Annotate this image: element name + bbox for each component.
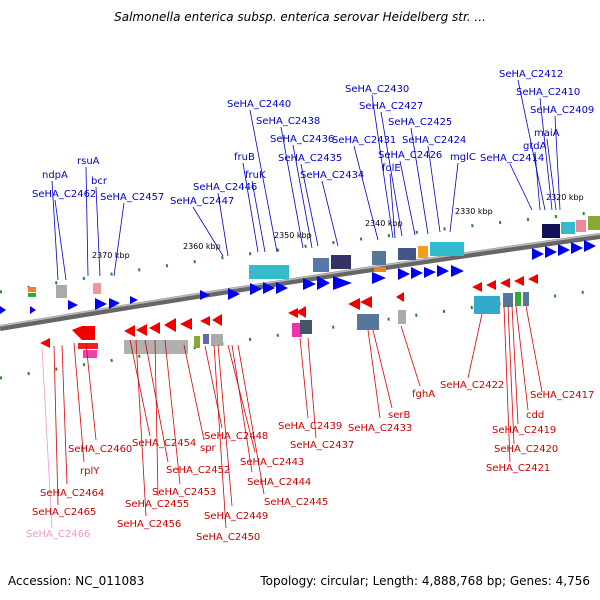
gene-label-SeHA_C2454[interactable]: SeHA_C2454	[132, 438, 196, 449]
reverse-tick-row	[0, 288, 600, 380]
gene-label-fruB[interactable]: fruB	[234, 152, 255, 163]
reverse-strand-genes[interactable]	[40, 274, 538, 358]
gene-label-rplY[interactable]: rplY	[80, 466, 100, 477]
scale-tick-2340: 2340 kbp	[365, 219, 403, 228]
gene-label-SeHA_C2414[interactable]: SeHA_C2414	[480, 153, 544, 164]
forward-strand-genes[interactable]	[0, 216, 600, 314]
gene-label-SeHA_C2438[interactable]: SeHA_C2438	[256, 116, 320, 127]
scale-tick-2370: 2370 kbp	[92, 251, 130, 260]
gene-label-fruK[interactable]: fruK	[245, 170, 266, 181]
gene-label-SeHA_C2430[interactable]: SeHA_C2430	[345, 84, 409, 95]
gene-label-SeHA_C2462[interactable]: SeHA_C2462	[32, 189, 96, 200]
gene-label-SeHA_C2421[interactable]: SeHA_C2421	[486, 463, 550, 474]
gene-label-SeHA_C2450[interactable]: SeHA_C2450	[196, 532, 260, 543]
gene-label-rsuA[interactable]: rsuA	[77, 156, 100, 167]
gene-label-SeHA_C2409[interactable]: SeHA_C2409	[530, 105, 594, 116]
gene-label-SeHA_C2420[interactable]: SeHA_C2420	[494, 444, 558, 455]
gene-label-SeHA_C2426[interactable]: SeHA_C2426	[378, 150, 442, 161]
gene-label-SeHA_C2417[interactable]: SeHA_C2417	[530, 390, 594, 401]
gene-label-SeHA_C2439[interactable]: SeHA_C2439	[278, 421, 342, 432]
accession-text: Accession: NC_011083	[8, 574, 145, 588]
genome-backbone	[0, 233, 600, 331]
gene-label-SeHA_C2425[interactable]: SeHA_C2425	[388, 117, 452, 128]
gene-label-SeHA_C2466[interactable]: SeHA_C2466	[26, 529, 90, 540]
scale-tick-2320: 2320 kbp	[546, 193, 584, 202]
gene-label-SeHA_C2448[interactable]: SeHA_C2448	[204, 431, 268, 442]
gene-label-SeHA_C2455[interactable]: SeHA_C2455	[125, 499, 189, 510]
gene-label-SeHA_C2431[interactable]: SeHA_C2431	[332, 135, 396, 146]
gene-label-SeHA_C2443[interactable]: SeHA_C2443	[240, 457, 304, 468]
forward-tick-row	[0, 210, 600, 294]
gene-label-SeHA_C2436[interactable]: SeHA_C2436	[270, 134, 334, 145]
gene-label-SeHA_C2449[interactable]: SeHA_C2449	[204, 511, 268, 522]
gene-label-SeHA_C2456[interactable]: SeHA_C2456	[117, 519, 181, 530]
gene-label-cdd[interactable]: cdd	[526, 410, 544, 421]
gene-label-SeHA_C2452[interactable]: SeHA_C2452	[166, 465, 230, 476]
gene-label-bcr[interactable]: bcr	[91, 176, 108, 187]
gene-label-gtdA[interactable]: gtdA	[523, 141, 547, 152]
gene-label-ndpA[interactable]: ndpA	[42, 170, 68, 181]
scale-tick-2330: 2330 kbp	[455, 207, 493, 216]
gene-label-SeHA_C2447[interactable]: SeHA_C2447	[170, 196, 234, 207]
gene-label-SeHA_C2437[interactable]: SeHA_C2437	[290, 440, 354, 451]
gene-label-SeHA_C2460[interactable]: SeHA_C2460	[68, 444, 132, 455]
gene-label-serB[interactable]: serB	[388, 410, 410, 421]
gene-label-SeHA_C2410[interactable]: SeHA_C2410	[516, 87, 580, 98]
gene-label-SeHA_C2422[interactable]: SeHA_C2422	[440, 380, 504, 391]
gene-label-SeHA_C2445[interactable]: SeHA_C2445	[264, 497, 328, 508]
scale-tick-2360: 2360 kbp	[183, 242, 221, 251]
gene-label-SeHA_C2440[interactable]: SeHA_C2440	[227, 99, 291, 110]
gene-label-SeHA_C2465[interactable]: SeHA_C2465	[32, 507, 96, 518]
gene-label-spr[interactable]: spr	[200, 443, 217, 454]
gene-label-SeHA_C2424[interactable]: SeHA_C2424	[402, 135, 466, 146]
gene-label-maiA[interactable]: maiA	[534, 128, 560, 139]
gene-label-mglC[interactable]: mglC	[450, 152, 476, 163]
map-title: Salmonella enterica subsp. enterica sero…	[114, 10, 486, 24]
scale-tick-2350: 2350 kbp	[274, 231, 312, 240]
gene-label-SeHA_C2435[interactable]: SeHA_C2435	[278, 153, 342, 164]
gene-label-SeHA_C2427[interactable]: SeHA_C2427	[359, 101, 423, 112]
gene-label-SeHA_C2419[interactable]: SeHA_C2419	[492, 425, 556, 436]
gene-label-folE[interactable]: folE	[382, 163, 401, 174]
summary-text: Topology: circular; Length: 4,888,768 bp…	[260, 574, 590, 588]
gene-label-SeHA_C2434[interactable]: SeHA_C2434	[300, 170, 364, 181]
gene-label-SeHA_C2412[interactable]: SeHA_C2412	[499, 69, 563, 80]
gene-label-SeHA_C2453[interactable]: SeHA_C2453	[152, 487, 216, 498]
gene-label-SeHA_C2464[interactable]: SeHA_C2464	[40, 488, 104, 499]
gene-label-SeHA_C2446[interactable]: SeHA_C2446	[193, 182, 257, 193]
gene-label-SeHA_C2444[interactable]: SeHA_C2444	[247, 477, 311, 488]
gene-label-fghA[interactable]: fghA	[412, 389, 435, 400]
gene-label-SeHA_C2457[interactable]: SeHA_C2457	[100, 192, 164, 203]
gene-label-SeHA_C2433[interactable]: SeHA_C2433	[348, 423, 412, 434]
